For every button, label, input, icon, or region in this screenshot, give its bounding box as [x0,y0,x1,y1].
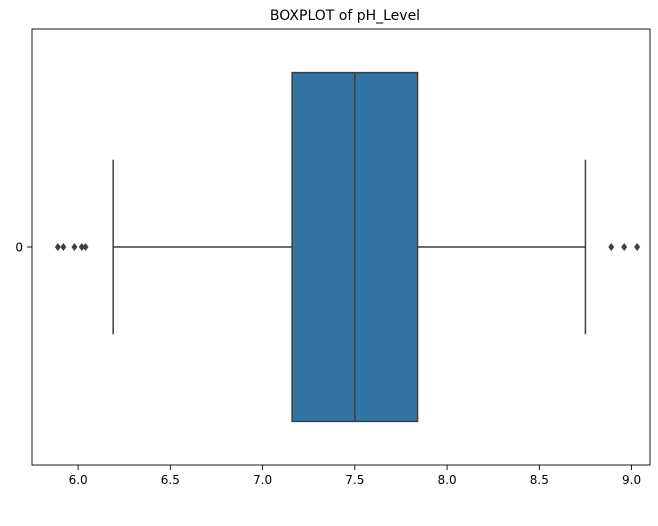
x-tick-label: 7.0 [253,473,272,487]
outlier-point [78,243,85,251]
outlier-point [60,243,67,251]
plot-area [54,71,641,423]
outlier-point [54,243,61,251]
outlier-point [634,243,641,251]
x-tick-label: 9.0 [622,473,641,487]
outlier-point [82,243,89,251]
x-tick-label: 6.0 [69,473,88,487]
axes: 6.0 6.5 7.0 7.5 8.0 8.5 9.0 0 [15,241,641,488]
outlier-point [71,243,78,251]
y-tick-label: 0 [15,241,23,255]
outlier-point [608,243,615,251]
x-tick-label: 8.0 [438,473,457,487]
x-tick-label: 7.5 [345,473,364,487]
chart-title: BOXPLOT of pH_Level [270,8,420,24]
x-tick-label: 8.5 [530,473,549,487]
x-tick-label: 6.5 [161,473,180,487]
outlier-point [621,243,628,251]
